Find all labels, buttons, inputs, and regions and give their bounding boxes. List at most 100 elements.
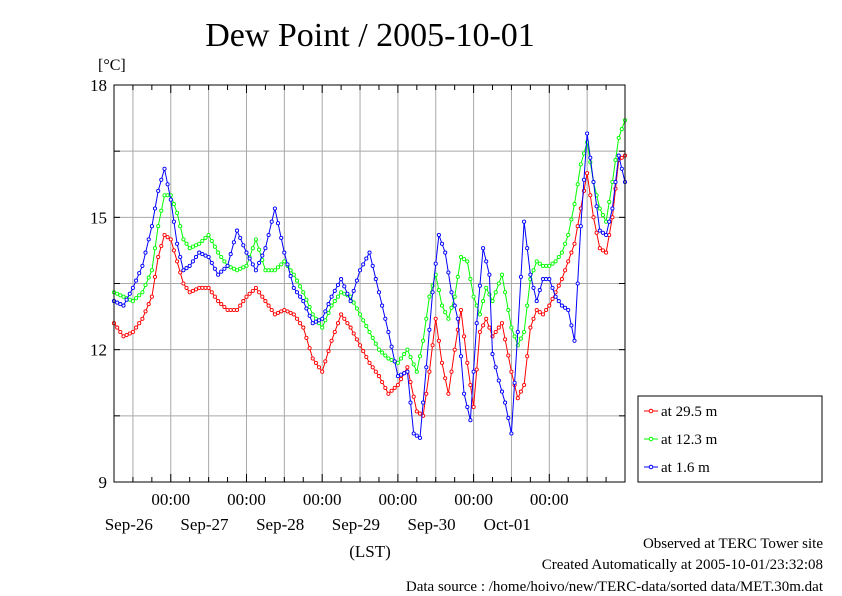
data-point	[386, 329, 391, 335]
data-point	[411, 431, 416, 436]
data-point	[146, 275, 151, 280]
data-point	[361, 318, 366, 323]
data-point	[241, 243, 246, 248]
data-point	[162, 232, 167, 238]
data-point	[228, 265, 233, 270]
data-point	[187, 246, 192, 251]
data-point	[427, 294, 432, 299]
data-point	[269, 268, 274, 273]
data-point	[572, 241, 577, 246]
data-point	[313, 319, 318, 324]
data-point	[149, 268, 154, 273]
data-point	[326, 349, 331, 354]
data-point	[487, 325, 492, 330]
data-point	[477, 312, 482, 317]
data-point	[515, 329, 520, 335]
data-point	[118, 293, 123, 298]
data-point	[143, 282, 148, 288]
data-point	[503, 400, 508, 405]
data-point	[285, 309, 290, 314]
data-point	[156, 224, 161, 229]
data-point	[544, 307, 549, 313]
y-axis-label: [°C]	[98, 57, 126, 74]
data-point	[581, 151, 587, 156]
data-point	[307, 346, 312, 351]
data-point	[370, 263, 375, 268]
data-point	[594, 204, 599, 209]
data-point	[165, 182, 170, 187]
legend-box	[637, 395, 823, 483]
data-point	[234, 268, 240, 273]
data-point	[178, 270, 183, 275]
data-point	[140, 263, 145, 268]
data-point	[446, 316, 451, 321]
data-point	[130, 299, 135, 304]
data-point	[490, 352, 495, 357]
data-point	[380, 303, 385, 308]
data-point	[250, 246, 255, 251]
data-point	[392, 385, 397, 390]
data-point	[257, 260, 262, 265]
data-point	[414, 409, 419, 414]
data-point	[354, 337, 359, 342]
data-point	[171, 219, 176, 224]
data-point	[544, 263, 549, 268]
data-point	[462, 257, 467, 262]
data-point	[424, 365, 429, 370]
data-point	[275, 221, 281, 226]
data-point	[395, 382, 400, 388]
data-point	[345, 321, 350, 326]
data-point	[184, 285, 189, 290]
data-point	[534, 259, 539, 264]
data-point	[238, 266, 243, 271]
data-point	[493, 290, 498, 295]
data-point	[316, 318, 322, 323]
data-point	[458, 354, 464, 359]
data-point	[253, 268, 258, 273]
data-point	[484, 285, 489, 290]
legend-label: at 12.3 m	[661, 432, 718, 448]
data-point	[212, 294, 217, 299]
data-point	[563, 241, 568, 246]
data-point	[241, 265, 246, 270]
data-point	[446, 391, 451, 396]
data-point	[383, 385, 388, 390]
data-point	[143, 250, 148, 255]
data-point	[130, 285, 135, 290]
data-point	[354, 278, 359, 283]
data-point	[260, 294, 265, 299]
data-point	[140, 316, 145, 321]
y-tick-label: 12	[90, 341, 107, 360]
data-point	[316, 365, 322, 370]
data-point	[304, 297, 309, 302]
data-point	[146, 237, 151, 242]
data-point	[263, 299, 268, 304]
data-point	[241, 299, 246, 304]
data-point	[585, 171, 590, 176]
data-point	[408, 400, 413, 405]
data-point	[512, 380, 517, 385]
data-point	[493, 329, 498, 335]
data-point	[559, 250, 564, 255]
data-point	[181, 281, 186, 286]
data-point	[124, 297, 129, 302]
data-point	[190, 259, 195, 264]
data-point	[335, 282, 341, 288]
data-point	[455, 274, 460, 279]
data-point	[607, 199, 612, 204]
data-point	[272, 312, 277, 317]
data-point	[402, 352, 407, 357]
data-point	[490, 299, 495, 304]
data-point	[522, 219, 527, 224]
data-point	[320, 316, 325, 321]
data-point	[531, 285, 536, 290]
data-point	[127, 291, 132, 296]
data-point	[364, 354, 369, 360]
data-point	[430, 343, 435, 348]
data-point	[288, 310, 293, 315]
data-point	[266, 232, 271, 238]
data-point	[216, 272, 221, 277]
data-point	[389, 388, 394, 393]
data-point	[212, 266, 217, 271]
data-point	[250, 262, 255, 267]
